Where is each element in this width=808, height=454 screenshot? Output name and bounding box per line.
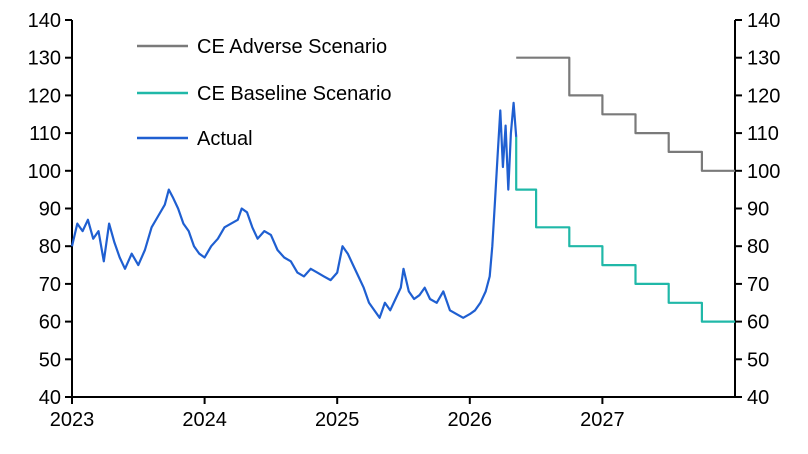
x-tick-label: 2023	[50, 409, 95, 431]
right-y-tick-label: 40	[747, 387, 769, 409]
legend-label-ce-baseline-scenario: CE Baseline Scenario	[197, 83, 392, 105]
right-y-tick-label: 130	[747, 48, 780, 70]
left-y-tick-label: 100	[28, 161, 61, 183]
x-tick-label: 2024	[182, 409, 227, 431]
x-tick-label: 2026	[448, 409, 493, 431]
series-line-ce-baseline-scenario	[515, 136, 735, 323]
right-y-tick-label: 140	[747, 10, 780, 32]
legend-label-ce-adverse-scenario: CE Adverse Scenario	[197, 36, 387, 58]
left-y-tick-label: 130	[28, 48, 61, 70]
legend: CE Adverse Scenario CE Baseline Scenario A…	[137, 36, 392, 150]
right-y-tick-label: 80	[747, 236, 769, 258]
left-y-tick-label: 80	[39, 236, 61, 258]
right-y-tick-label: 100	[747, 161, 780, 183]
left-y-tick-label: 40	[39, 387, 61, 409]
left-y-tick-label: 70	[39, 274, 61, 296]
axes-layer: 40 40 50 50 60 60 70 70 80 80 90 90 100 100 110 110 120 1…	[28, 10, 781, 431]
legend-label-actual: Actual	[197, 128, 253, 150]
right-y-tick-label: 90	[747, 199, 769, 221]
x-tick-label: 2027	[580, 409, 625, 431]
left-y-tick-label: 120	[28, 85, 61, 107]
left-y-tick-label: 90	[39, 199, 61, 221]
series-line-actual	[70, 101, 518, 319]
right-y-tick-label: 120	[747, 85, 780, 107]
left-y-tick-label: 110	[29, 123, 61, 145]
series-line-ce-adverse-scenario	[516, 56, 735, 172]
left-y-tick-label: 50	[39, 349, 61, 371]
right-y-tick-label: 110	[747, 123, 779, 145]
left-y-tick-label: 140	[28, 10, 61, 32]
x-tick-label: 2025	[315, 409, 360, 431]
right-y-tick-label: 70	[747, 274, 769, 296]
right-y-tick-label: 50	[747, 349, 769, 371]
right-y-tick-label: 60	[747, 312, 769, 334]
series-layer	[70, 56, 735, 323]
left-y-tick-label: 60	[39, 312, 61, 334]
